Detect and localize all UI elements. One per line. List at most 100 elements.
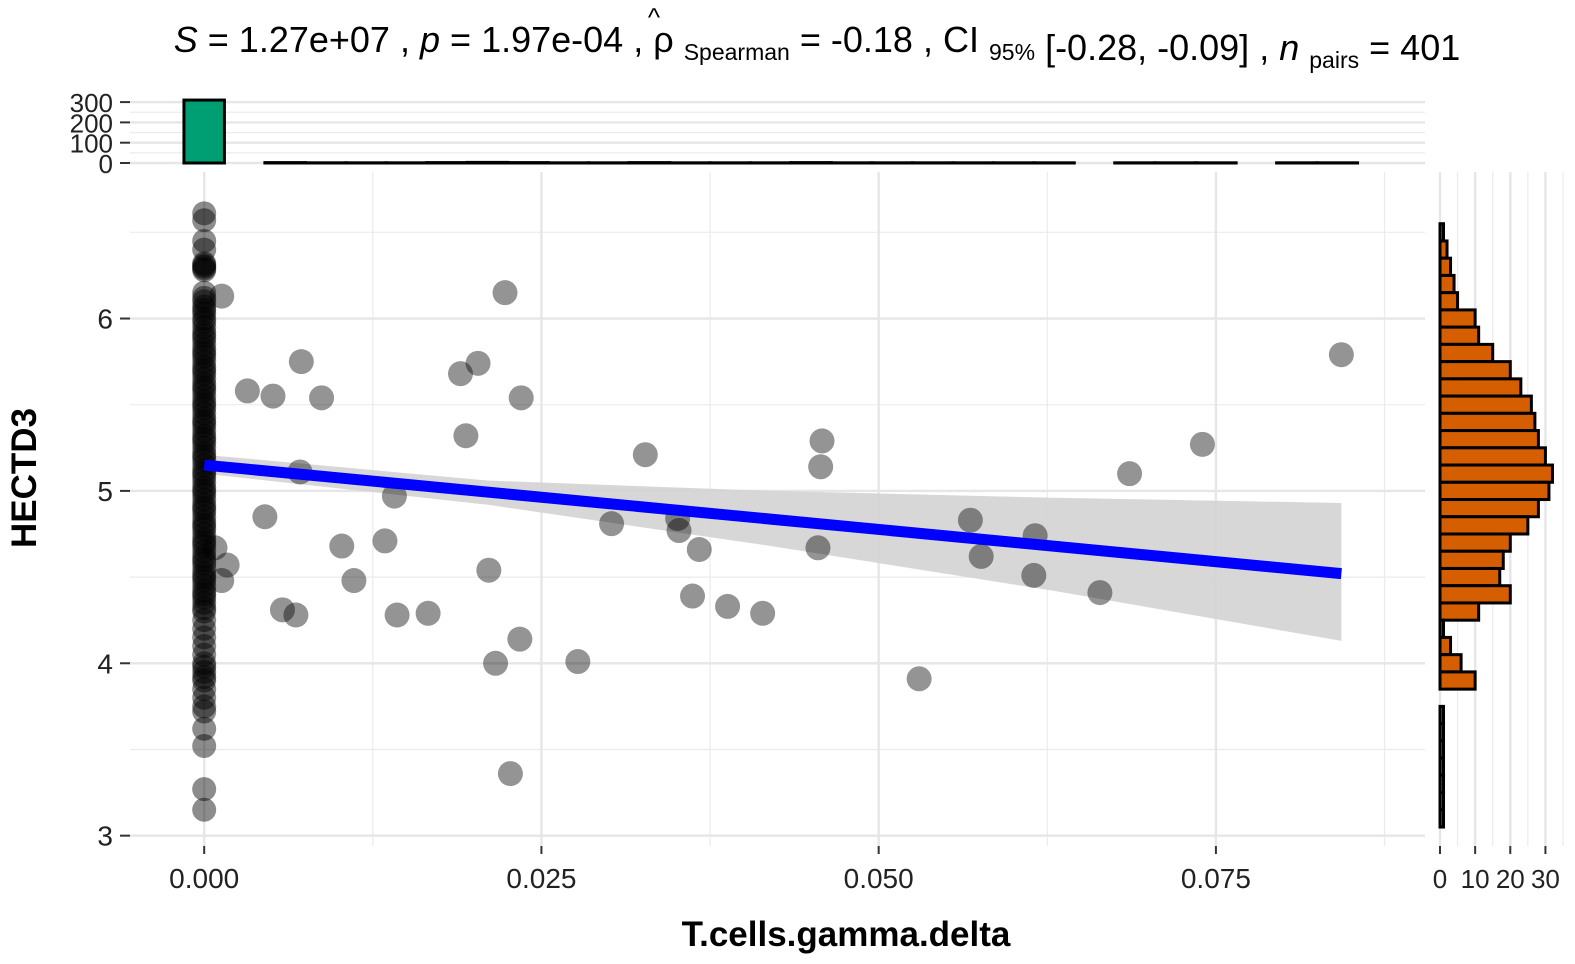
data-point (192, 361, 217, 386)
data-point (202, 535, 228, 561)
data-point (192, 372, 217, 397)
data-point (192, 539, 217, 564)
data-point (968, 543, 994, 569)
right-hist-bar (1438, 446, 1547, 467)
data-point (1087, 580, 1113, 606)
data-point (192, 258, 217, 283)
data-point (192, 734, 217, 759)
data-point (192, 389, 217, 414)
y-tick-label: 5 (97, 476, 113, 507)
x-tick-label: 0.075 (1181, 863, 1251, 894)
data-point (192, 694, 217, 719)
data-point (192, 651, 217, 676)
data-point (192, 251, 217, 276)
data-point (666, 518, 692, 544)
rho-sub: Spearman (684, 39, 790, 65)
data-point (192, 582, 217, 607)
data-point (192, 677, 217, 702)
data-point (192, 521, 217, 546)
right-hist-bar (1438, 498, 1540, 519)
data-point (192, 297, 217, 322)
right-hist-bar (1438, 635, 1453, 657)
data-point (192, 366, 217, 391)
chart-title: S = 1.27e+07 , p = 1.97e-04 , ρ Spearman… (174, 19, 1461, 76)
right-hist-bar (1438, 239, 1449, 260)
data-point (192, 354, 217, 379)
data-point (192, 585, 217, 610)
n-label: n (1279, 27, 1299, 68)
data-point (192, 642, 217, 667)
s-label: S (174, 19, 198, 60)
data-point (192, 685, 217, 710)
data-point (192, 478, 217, 503)
rho-hat-icon: ^ (648, 2, 661, 32)
data-point (234, 378, 260, 404)
right-hist-x-tick-label: 30 (1531, 864, 1560, 894)
data-point (192, 392, 217, 417)
right-hist-x-tick-label: 0 (1433, 864, 1447, 894)
data-point (192, 396, 217, 421)
right-hist-bar (1438, 291, 1460, 312)
rho-symbol: ρ (653, 19, 673, 60)
data-point (808, 454, 834, 480)
data-point (192, 332, 217, 357)
data-point (192, 470, 217, 495)
data-point (476, 557, 502, 583)
right-hist-bar (1438, 584, 1512, 605)
data-point (192, 201, 217, 226)
right-hist-bar (1438, 756, 1446, 777)
data-point (192, 496, 217, 521)
data-point (192, 358, 217, 383)
data-point (341, 568, 367, 594)
right-hist-bar (1438, 704, 1446, 726)
data-point (269, 597, 295, 623)
ci-value: [-0.28, -0.09] (1045, 27, 1249, 68)
right-hist-bar (1438, 773, 1446, 795)
data-point (565, 649, 591, 675)
ci-label: CI (943, 19, 979, 60)
y-tick-label: 6 (97, 304, 113, 335)
right-hist-bar (1438, 601, 1481, 622)
top-hist-bar (182, 98, 226, 165)
data-point (192, 625, 217, 650)
right-hist-bar (1438, 791, 1446, 812)
data-point (465, 350, 491, 376)
data-point (192, 337, 217, 362)
data-point (192, 573, 217, 598)
data-point (192, 568, 217, 593)
data-point (192, 544, 217, 569)
data-point (809, 428, 835, 454)
data-point (447, 361, 473, 387)
right-hist-x-tick-label: 20 (1496, 864, 1525, 894)
right-hist-bar (1438, 532, 1512, 553)
data-point (906, 666, 932, 692)
data-point (214, 552, 240, 578)
data-point (1189, 431, 1215, 457)
right-hist-bar (1438, 515, 1530, 536)
right-hist-bar (1438, 411, 1537, 433)
data-point (309, 385, 335, 411)
data-point (415, 600, 441, 626)
data-point (192, 530, 217, 555)
right-hist-bar (1438, 377, 1523, 398)
data-point (192, 797, 217, 822)
n-value: 401 (1400, 27, 1460, 68)
data-point (192, 716, 217, 741)
regression-line (203, 459, 1342, 580)
data-point (483, 650, 509, 676)
data-point (192, 556, 217, 581)
data-point (192, 306, 217, 331)
data-point (192, 256, 217, 281)
data-point (192, 578, 217, 603)
data-point (192, 253, 217, 278)
data-point (192, 551, 217, 576)
y-tick-label: 4 (97, 648, 113, 679)
right-hist-bar (1438, 566, 1502, 588)
right-hist-bar (1438, 429, 1540, 450)
right-hist-bar (1438, 808, 1446, 829)
data-point (192, 634, 217, 659)
data-point (1021, 562, 1047, 588)
data-point (750, 600, 776, 626)
data-point (715, 593, 741, 619)
data-point (192, 777, 217, 802)
